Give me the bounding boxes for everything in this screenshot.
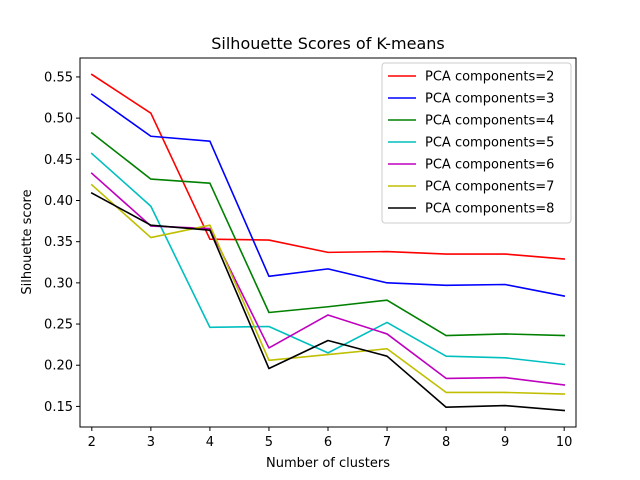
x-axis: 2 3 4 5 6 7 8 9 10 (88, 427, 573, 450)
x-tick-label: 2 (88, 435, 96, 450)
y-tick-label: 0.55 (44, 70, 73, 85)
series-layer (90, 73, 566, 412)
legend-label: PCA components=7 (425, 180, 554, 195)
y-tick-label: 0.25 (44, 318, 73, 333)
x-tick-label: 9 (501, 435, 509, 450)
y-tick-label: 0.40 (44, 194, 73, 209)
x-tick-label: 5 (265, 435, 273, 450)
y-tick-label: 0.35 (44, 235, 73, 250)
legend: PCA components=2 PCA components=3 PCA comp… (381, 62, 572, 224)
legend-label: PCA components=8 (425, 202, 554, 217)
legend-label: PCA components=6 (425, 158, 554, 173)
y-tick-label: 0.45 (44, 153, 73, 168)
legend-box (381, 62, 572, 224)
y-tick-label: 0.15 (44, 400, 73, 415)
x-axis-label: Number of clusters (266, 456, 390, 471)
series-line-7 (90, 191, 566, 412)
x-tick-label: 4 (206, 435, 214, 450)
y-axis: 0.15 0.20 0.25 0.30 0.35 0.40 0.45 0.50 0.55 (44, 70, 80, 415)
series-line-6 (90, 183, 566, 395)
legend-label: PCA components=5 (425, 136, 554, 151)
x-tick-label: 8 (442, 435, 450, 450)
legend-label: PCA components=2 (425, 70, 554, 85)
y-tick-label: 0.20 (44, 359, 73, 374)
legend-label: PCA components=4 (425, 114, 554, 129)
chart-title: Silhouette Scores of K-means (211, 34, 444, 53)
series-line-1 (90, 73, 566, 260)
series-line-2 (90, 93, 566, 297)
x-tick-label: 7 (383, 435, 391, 450)
series-line-4 (90, 152, 566, 366)
x-tick-label: 6 (324, 435, 332, 450)
y-tick-label: 0.30 (44, 276, 73, 291)
series-line-3 (90, 131, 566, 337)
y-tick-label: 0.50 (44, 112, 73, 127)
x-tick-label: 3 (147, 435, 155, 450)
legend-label: PCA components=3 (425, 92, 554, 107)
x-tick-label: 10 (556, 435, 573, 450)
y-axis-label: Silhouette score (20, 189, 35, 294)
